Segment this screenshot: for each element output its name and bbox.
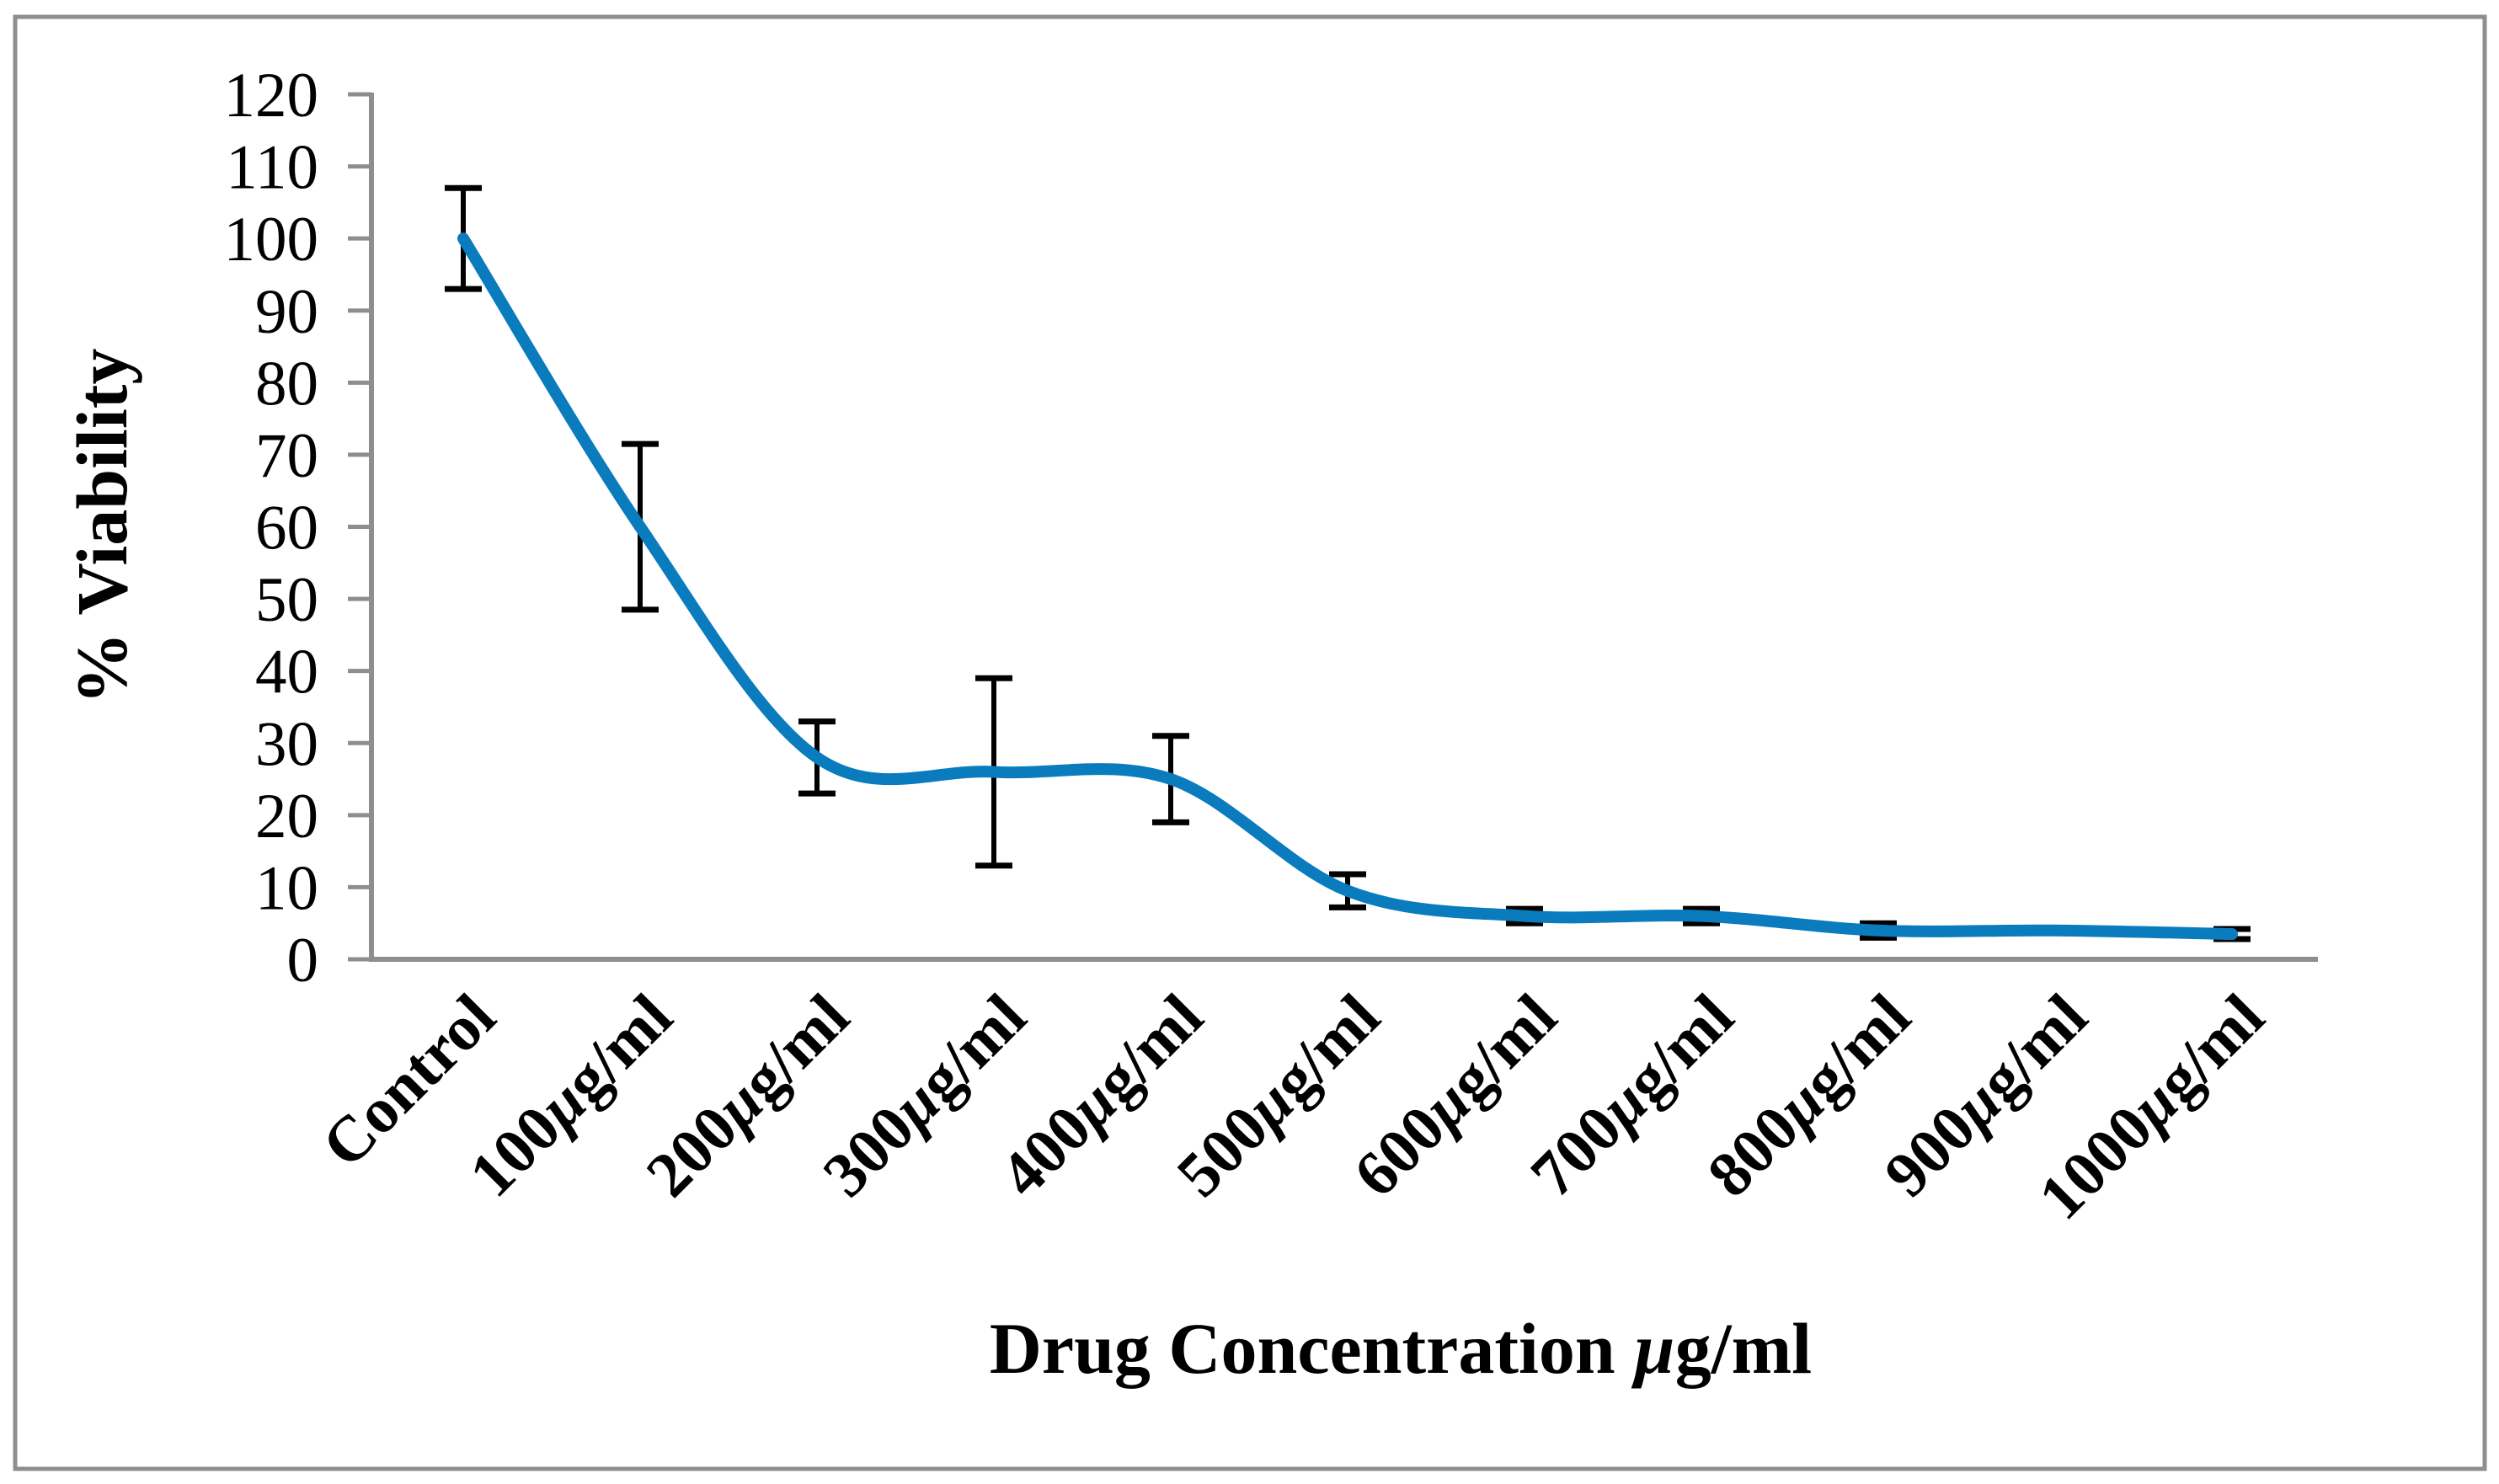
y-tick-label: 0 bbox=[287, 926, 319, 996]
y-tick-label: 50 bbox=[255, 565, 318, 635]
y-tick-label: 60 bbox=[255, 494, 318, 563]
viability-series-line bbox=[457, 232, 2238, 941]
y-tick-label: 70 bbox=[255, 421, 318, 491]
y-tick-label: 80 bbox=[255, 349, 318, 419]
y-axis-title: % Viability bbox=[61, 349, 142, 705]
figure-border bbox=[13, 14, 2487, 1471]
y-tick-label: 110 bbox=[226, 133, 318, 203]
y-tick-label: 30 bbox=[255, 709, 318, 779]
y-tick-label: 90 bbox=[255, 277, 318, 347]
error-bars bbox=[445, 184, 2251, 942]
y-tick-label: 10 bbox=[255, 853, 318, 923]
x-axis-title: Drug Concentration µg/ml bbox=[990, 1308, 1812, 1389]
y-tick-label: 20 bbox=[255, 782, 318, 851]
y-tick-label: 40 bbox=[255, 638, 318, 707]
y-tick-label: 120 bbox=[224, 61, 319, 131]
y-tick-label: 100 bbox=[224, 205, 319, 275]
